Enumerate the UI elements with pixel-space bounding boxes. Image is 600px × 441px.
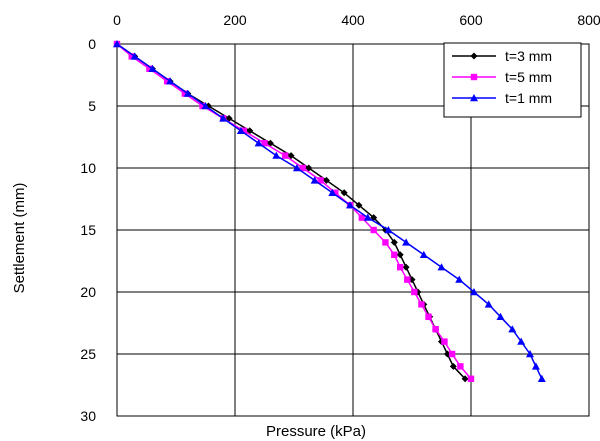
data-point bbox=[425, 313, 432, 320]
x-tick-label: 800 bbox=[577, 12, 600, 28]
data-point bbox=[517, 337, 526, 345]
data-point bbox=[390, 238, 398, 246]
data-point bbox=[441, 338, 448, 345]
data-point bbox=[418, 301, 425, 308]
data-point bbox=[391, 251, 398, 258]
series-3 bbox=[113, 40, 546, 382]
data-point bbox=[281, 152, 289, 159]
y-tick-label: 10 bbox=[80, 160, 96, 176]
y-axis-label: Settlement (mm) bbox=[11, 183, 28, 294]
data-point bbox=[384, 226, 393, 234]
data-point bbox=[448, 350, 456, 358]
y-tick-label: 5 bbox=[88, 98, 96, 114]
x-tick-label: 400 bbox=[341, 12, 365, 28]
data-point bbox=[397, 264, 404, 271]
legend-item-1: t=3 mm bbox=[452, 48, 552, 64]
data-point bbox=[484, 300, 493, 308]
series-line bbox=[116, 43, 543, 380]
data-point bbox=[201, 102, 210, 110]
y-tick-label: 20 bbox=[80, 284, 96, 300]
data-point bbox=[526, 350, 534, 358]
data-point bbox=[317, 177, 324, 184]
data-point bbox=[322, 176, 330, 184]
legend-label: t=3 mm bbox=[505, 48, 552, 64]
data-point bbox=[508, 325, 517, 333]
data-point bbox=[272, 151, 281, 159]
data-point bbox=[382, 239, 389, 246]
x-axis-label: Pressure (kPa) bbox=[266, 423, 366, 440]
data-point bbox=[411, 288, 418, 296]
data-point bbox=[419, 250, 428, 258]
data-point bbox=[328, 188, 337, 196]
data-point bbox=[469, 288, 478, 296]
data-point bbox=[128, 53, 135, 60]
data-point bbox=[363, 213, 372, 221]
legend-label: t=1 mm bbox=[505, 90, 552, 106]
data-point bbox=[402, 238, 411, 246]
data-point bbox=[219, 114, 228, 122]
legend-marker bbox=[470, 94, 478, 102]
data-point bbox=[166, 77, 175, 85]
data-point bbox=[113, 40, 121, 48]
data-point bbox=[292, 164, 301, 172]
y-tick-label: 0 bbox=[88, 36, 96, 52]
data-point bbox=[396, 251, 404, 259]
y-tick-label: 15 bbox=[80, 222, 96, 238]
data-point bbox=[332, 189, 339, 196]
legend-label: t=5 mm bbox=[505, 69, 552, 85]
data-point bbox=[531, 362, 540, 370]
data-point bbox=[402, 263, 410, 271]
data-point bbox=[148, 64, 157, 72]
data-point bbox=[163, 78, 171, 85]
data-point bbox=[449, 362, 457, 370]
data-point bbox=[457, 363, 464, 370]
x-tick-label: 600 bbox=[459, 12, 483, 28]
data-point bbox=[130, 52, 139, 60]
y-tick-label: 30 bbox=[80, 408, 96, 424]
y-tick-labels: 0 5 10 15 20 25 30 bbox=[80, 36, 96, 424]
x-tick-label: 200 bbox=[223, 12, 247, 28]
y-tick-label: 25 bbox=[80, 346, 96, 362]
data-point bbox=[183, 89, 192, 97]
data-point bbox=[254, 139, 263, 147]
data-point bbox=[432, 326, 439, 333]
data-point bbox=[358, 214, 366, 221]
data-point bbox=[467, 375, 475, 382]
data-point bbox=[236, 126, 245, 134]
series-line bbox=[116, 43, 472, 380]
series-group bbox=[113, 40, 546, 383]
data-point bbox=[461, 375, 469, 383]
data-point bbox=[355, 201, 363, 209]
legend-marker bbox=[470, 52, 478, 60]
legend-marker bbox=[470, 73, 478, 81]
data-point bbox=[261, 140, 268, 147]
x-tick-labels: 0 200 400 600 800 bbox=[113, 12, 600, 28]
series-2 bbox=[113, 40, 475, 382]
data-point bbox=[496, 312, 505, 320]
data-point bbox=[287, 152, 295, 160]
data-point bbox=[455, 275, 464, 283]
data-point bbox=[181, 90, 189, 97]
data-point bbox=[404, 276, 411, 283]
x-tick-label: 0 bbox=[113, 12, 121, 28]
data-point bbox=[537, 374, 546, 382]
data-point bbox=[346, 201, 355, 209]
data-point bbox=[310, 176, 319, 184]
data-point bbox=[299, 164, 307, 172]
legend-item-3: t=1 mm bbox=[452, 90, 552, 106]
data-point bbox=[199, 102, 206, 110]
data-point bbox=[340, 189, 348, 197]
legend: t=3 mm t=5 mm t=1 mm bbox=[443, 42, 582, 118]
legend-item-2: t=5 mm bbox=[452, 69, 552, 85]
data-point bbox=[437, 263, 446, 271]
data-point bbox=[305, 164, 313, 172]
data-point bbox=[240, 127, 248, 134]
data-point bbox=[370, 226, 377, 234]
data-point bbox=[146, 65, 153, 72]
